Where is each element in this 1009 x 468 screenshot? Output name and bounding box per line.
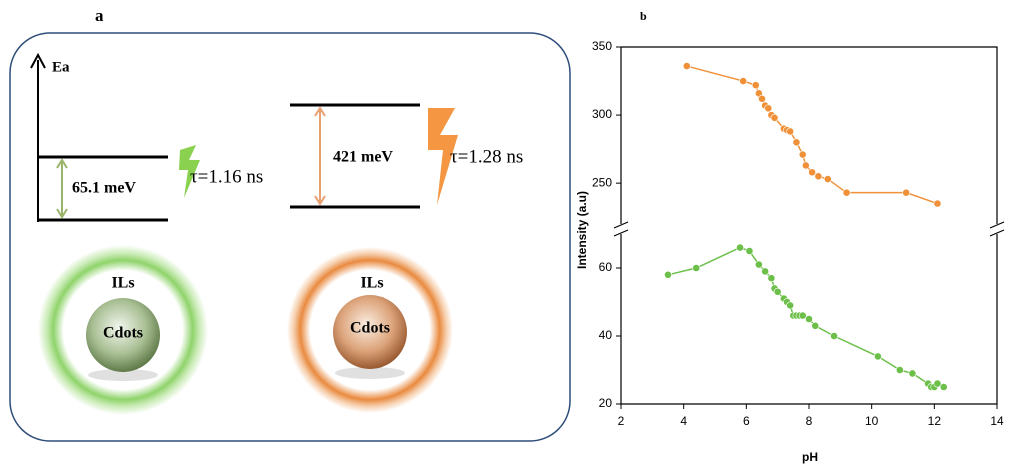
data-point <box>895 366 904 374</box>
data-point <box>792 138 801 147</box>
shell-label: ILs <box>360 275 383 292</box>
y-axis-label: Intensity (a.u) <box>575 191 589 269</box>
core-label: Cdots <box>103 325 143 342</box>
emission-icon <box>428 108 458 205</box>
panel-label: a <box>95 6 104 25</box>
shadow <box>88 369 158 381</box>
data-point <box>736 243 744 252</box>
emission-icon <box>179 145 200 198</box>
data-point <box>933 379 942 388</box>
data-point <box>808 168 817 177</box>
panel-a: a Ea 65.1 meV τ=1.16 ns 421 meV τ=1.28 n… <box>9 6 571 442</box>
data-point <box>823 175 832 183</box>
lifetime: τ=1.28 ns <box>450 146 523 167</box>
x-tick-label: 4 <box>680 414 687 428</box>
data-point <box>830 332 838 340</box>
y-tick-label: 250 <box>592 175 612 189</box>
data-point <box>770 113 779 122</box>
x-tick-label: 10 <box>865 414 879 428</box>
data-point <box>786 301 795 310</box>
data-point <box>805 315 813 323</box>
data-point <box>751 81 760 90</box>
data-point <box>773 287 782 296</box>
series-line <box>686 65 938 205</box>
core <box>86 298 160 372</box>
panel-b: b pH Intensity (a.u) 2 4 6 8 10 12 14 20 40 60 250… <box>575 9 1005 464</box>
energy-gap: 65.1 meV <box>72 180 136 197</box>
x-tick-label: 6 <box>743 414 750 428</box>
data-point <box>754 260 763 269</box>
x-tick-label: 8 <box>806 414 813 428</box>
data-point <box>739 77 748 85</box>
x-tick-label: 2 <box>618 414 625 428</box>
data-point <box>682 62 691 70</box>
data-point <box>798 150 807 159</box>
panel-frame <box>9 32 571 442</box>
data-point <box>786 127 795 136</box>
data-point <box>933 199 942 208</box>
y-tick-label: 40 <box>599 328 613 342</box>
data-point <box>814 172 823 181</box>
data-point <box>801 161 810 170</box>
panel-label: b <box>640 9 647 23</box>
data-point <box>764 104 773 113</box>
data-point <box>939 383 948 391</box>
x-tick-label: 14 <box>990 414 1004 428</box>
y-tick-label: 20 <box>599 396 613 410</box>
data-point <box>842 188 851 197</box>
shell-label: ILs <box>111 275 134 292</box>
x-tick-label: 12 <box>928 414 942 428</box>
data-point <box>758 94 766 103</box>
data-point <box>902 188 911 197</box>
data-point <box>767 274 776 283</box>
data-point <box>908 369 917 378</box>
data-point <box>798 311 807 320</box>
arrow-head <box>56 158 68 219</box>
shadow <box>335 367 405 379</box>
arrow-head <box>30 52 46 69</box>
axis-break <box>613 221 1005 237</box>
lifetime: τ=1.16 ns <box>190 166 263 187</box>
data-point <box>811 321 820 330</box>
x-axis-label: pH <box>802 450 818 464</box>
plot-frame <box>620 46 998 405</box>
data-point <box>761 267 770 276</box>
y-tick-label: 60 <box>599 260 613 274</box>
core-label: Cdots <box>350 320 390 337</box>
energy-gap: 421 meV <box>333 149 393 166</box>
axis-label: Ea <box>52 59 70 75</box>
data-point <box>692 264 701 272</box>
data-point <box>745 247 754 255</box>
arrow-head <box>314 106 326 206</box>
core <box>333 295 407 369</box>
data-point <box>874 352 882 361</box>
y-tick-label: 300 <box>592 107 612 121</box>
data-point <box>664 270 672 279</box>
y-tick-label: 350 <box>592 39 612 53</box>
